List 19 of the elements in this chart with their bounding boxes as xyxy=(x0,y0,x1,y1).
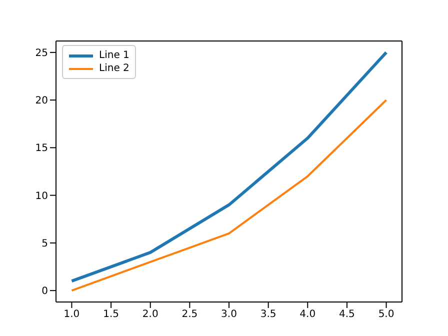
y-tick-label: 10 xyxy=(35,190,48,202)
x-tick-label: 3.5 xyxy=(260,309,276,320)
x-tick-label: 5.0 xyxy=(378,309,394,320)
x-tick-label: 3.0 xyxy=(221,309,237,320)
y-tick-label: 20 xyxy=(35,96,48,107)
x-tick-label: 1.0 xyxy=(64,309,80,320)
y-tick-label: 5 xyxy=(42,238,48,250)
x-tick-label: 4.5 xyxy=(339,309,355,320)
y-tick-label: 25 xyxy=(35,48,48,59)
line-series xyxy=(70,50,388,283)
line-series xyxy=(70,99,388,292)
legend-label: Line 1 xyxy=(99,50,130,61)
x-tick-label: 1.5 xyxy=(103,309,119,320)
x-tick-label: 2.0 xyxy=(142,309,158,320)
y-tick-label: 0 xyxy=(42,286,48,298)
x-tick-label: 2.5 xyxy=(182,309,198,320)
y-tick-label: 15 xyxy=(35,143,48,154)
legend-label: Line 2 xyxy=(99,63,130,74)
x-tick-label: 4.0 xyxy=(300,309,316,320)
